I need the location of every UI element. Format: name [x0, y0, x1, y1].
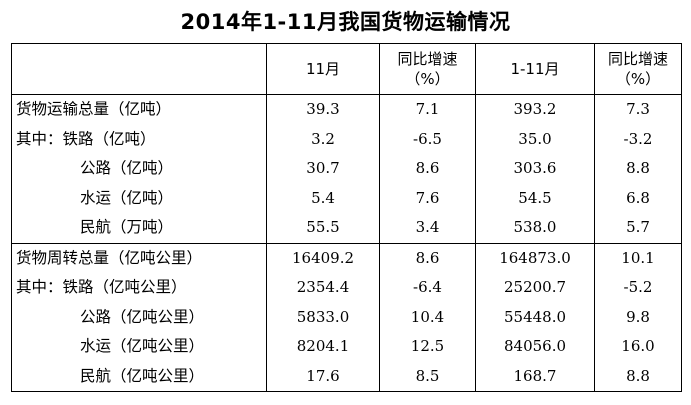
page-title: 2014年1-11月我国货物运输情况: [180, 10, 511, 34]
table-row: 水运（亿吨） 5.4 7.6 54.5 6.8: [12, 183, 682, 213]
cell-ytd: 25200.7: [475, 273, 595, 303]
cell-yoy-month: 10.4: [379, 302, 476, 332]
row-label: 水运（亿吨公里）: [80, 337, 205, 356]
header-ytd: 1-11月: [475, 43, 595, 95]
cell-yoy-ytd: 8.8: [594, 361, 682, 392]
cell-ytd: 35.0: [475, 124, 595, 154]
row-label: 民航（亿吨公里）: [80, 366, 205, 385]
cell-yoy-month: 12.5: [379, 332, 476, 362]
cell-yoy-ytd: 16.0: [594, 332, 682, 362]
cell-yoy-month: -6.4: [379, 273, 476, 303]
table-row: 公路（亿吨公里） 5833.0 10.4 55448.0 9.8: [12, 302, 682, 332]
table-row: 其中：铁路（亿吨） 3.2 -6.5 35.0 -3.2: [12, 124, 682, 154]
table-body: 货物运输总量（亿吨） 39.3 7.1 393.2 7.3 其中：铁路（亿吨） …: [11, 94, 682, 392]
row-label: 其中：铁路（亿吨）: [16, 129, 156, 148]
cell-month: 8204.1: [266, 332, 380, 362]
cell-month: 55.5: [266, 213, 380, 243]
cell-month: 30.7: [266, 154, 380, 184]
cell-yoy-ytd: 10.1: [594, 242, 682, 273]
cell-ytd: 538.0: [475, 213, 595, 243]
header-yoy-month-line1: 同比增速: [397, 50, 458, 68]
row-label: 公路（亿吨）: [80, 159, 174, 178]
row-label: 货物周转总量（亿吨公里）: [11, 242, 267, 273]
cell-month: 17.6: [266, 361, 380, 392]
cell-ytd: 84056.0: [475, 332, 595, 362]
row-label: 货物运输总量（亿吨）: [16, 100, 172, 119]
cell-yoy-month: 8.6: [379, 242, 476, 273]
cell-yoy-month: 7.1: [379, 94, 476, 125]
header-yoy-month: 同比增速 （%）: [379, 43, 476, 95]
table-header: 11月 同比增速 （%） 1-11月 同比增速 （%）: [11, 43, 682, 95]
cell-yoy-ytd: 7.3: [594, 94, 682, 125]
table-row: 民航（万吨） 55.5 3.4 538.0 5.7: [12, 213, 682, 243]
table-row: 公路（亿吨） 30.7 8.6 303.6 8.8: [12, 154, 682, 184]
row-label: 公路（亿吨公里）: [80, 307, 205, 326]
header-yoy-ytd: 同比增速 （%）: [594, 43, 682, 95]
row-label: 民航（万吨）: [80, 218, 174, 237]
cell-yoy-ytd: 6.8: [594, 183, 682, 213]
cell-ytd: 55448.0: [475, 302, 595, 332]
table-row: 货物周转总量（亿吨公里） 16409.2 8.6 164873.0 10.1: [11, 242, 682, 273]
cell-ytd: 164873.0: [475, 242, 595, 273]
cell-month: 16409.2: [266, 242, 380, 273]
cell-yoy-month: 8.6: [379, 154, 476, 184]
cell-yoy-month: 7.6: [379, 183, 476, 213]
cell-yoy-ytd: 5.7: [594, 213, 682, 243]
header-blank-cell: [11, 43, 267, 95]
cell-ytd: 54.5: [475, 183, 595, 213]
cell-yoy-month: -6.5: [379, 124, 476, 154]
header-yoy-ytd-line2: （%）: [615, 70, 661, 88]
row-label: 水运（亿吨）: [80, 188, 174, 207]
cell-ytd: 168.7: [475, 361, 595, 392]
cell-month: 5833.0: [266, 302, 380, 332]
cell-yoy-ytd: -3.2: [594, 124, 682, 154]
header-yoy-ytd-line1: 同比增速: [607, 50, 668, 68]
table-row: 民航（亿吨公里） 17.6 8.5 168.7 8.8: [12, 361, 682, 392]
cell-month: 3.2: [266, 124, 380, 154]
freight-transport-table: 11月 同比增速 （%） 1-11月 同比增速 （%） 货物运输总量（亿吨） 3…: [11, 43, 682, 392]
table-row: 其中：铁路（亿吨公里） 2354.4 -6.4 25200.7 -5.2: [12, 273, 682, 303]
cell-yoy-month: 3.4: [379, 213, 476, 243]
row-label: 其中：铁路（亿吨公里）: [16, 278, 187, 297]
header-yoy-month-line2: （%）: [405, 70, 450, 88]
cell-ytd: 303.6: [475, 154, 595, 184]
cell-yoy-ytd: 9.8: [594, 302, 682, 332]
table-row: 水运（亿吨公里） 8204.1 12.5 84056.0 16.0: [12, 332, 682, 362]
table-row: 货物运输总量（亿吨） 39.3 7.1 393.2 7.3: [12, 94, 682, 125]
cell-month: 2354.4: [266, 273, 380, 303]
header-month: 11月: [266, 43, 380, 95]
cell-yoy-ytd: -5.2: [594, 273, 682, 303]
cell-yoy-month: 8.5: [379, 361, 476, 392]
cell-ytd: 393.2: [475, 94, 595, 125]
cell-yoy-ytd: 8.8: [594, 154, 682, 184]
cell-month: 39.3: [266, 94, 380, 125]
cell-month: 5.4: [266, 183, 380, 213]
